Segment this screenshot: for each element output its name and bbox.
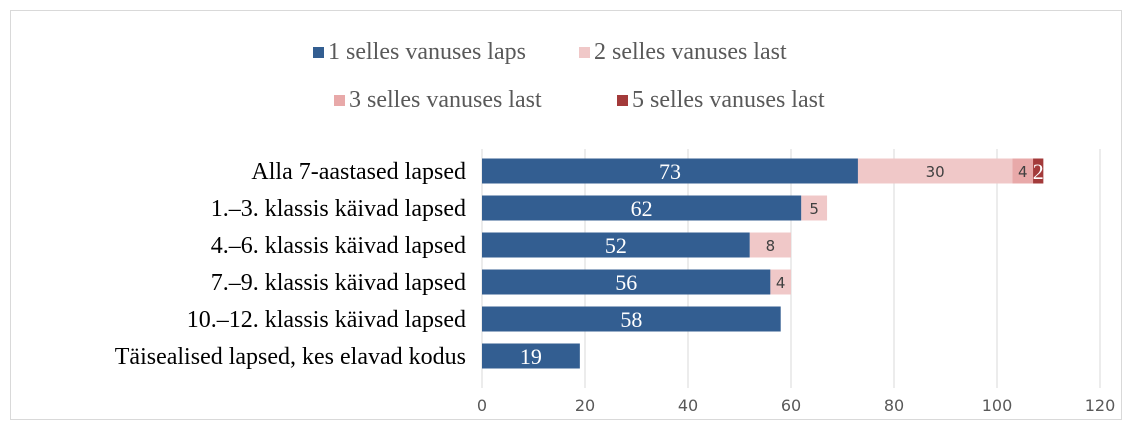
legend-label: 1 selles vanuses laps xyxy=(328,39,526,65)
legend-item: 1 selles vanuses laps xyxy=(313,39,526,65)
bars xyxy=(482,158,1044,369)
legend-label: 3 selles vanuses last xyxy=(349,87,542,113)
data-label: 19 xyxy=(520,344,542,369)
category-labels: Alla 7-aastased lapsed 1.–3. klassis käiv… xyxy=(115,159,466,370)
legend-swatch xyxy=(334,95,345,106)
legend-label: 2 selles vanuses last xyxy=(594,39,787,65)
x-tick-label: 60 xyxy=(781,396,801,415)
data-label: 8 xyxy=(766,237,776,255)
category-label: Alla 7-aastased lapsed xyxy=(251,159,466,185)
data-label: 52 xyxy=(605,233,627,258)
x-tick-label: 0 xyxy=(477,396,487,415)
data-label: 58 xyxy=(620,307,642,332)
data-label: 5 xyxy=(809,200,819,218)
legend: 1 selles vanuses laps 2 selles vanuses la… xyxy=(313,39,825,113)
bar-segment xyxy=(770,269,791,295)
legend-swatch xyxy=(617,95,628,106)
x-tick-label: 40 xyxy=(678,396,698,415)
data-label: 73 xyxy=(659,159,681,184)
bar-segment xyxy=(482,306,781,332)
bar-segment xyxy=(482,158,858,184)
x-tick-label: 100 xyxy=(982,396,1013,415)
category-label: 1.–3. klassis käivad lapsed xyxy=(211,196,466,222)
legend-item: 5 selles vanuses last xyxy=(617,87,825,113)
stacked-bar-chart: 1 selles vanuses laps 2 selles vanuses la… xyxy=(115,39,1116,415)
bar-segment xyxy=(482,195,802,221)
gridlines xyxy=(481,149,1101,388)
category-label: Täisealised lapsed, kes elavad kodus xyxy=(115,344,466,370)
x-tick-label: 120 xyxy=(1085,396,1116,415)
data-label: 30 xyxy=(926,163,945,181)
data-label: 56 xyxy=(615,270,637,295)
bar-segment xyxy=(749,232,791,258)
bar-segment xyxy=(857,158,1013,184)
x-tick-label: 20 xyxy=(575,396,595,415)
bar-segment xyxy=(1012,158,1034,184)
legend-item: 2 selles vanuses last xyxy=(579,39,787,65)
bar-segment xyxy=(1033,158,1044,184)
data-label: 4 xyxy=(776,274,786,292)
bar-segment xyxy=(482,232,750,258)
chart-container: 1 selles vanuses laps 2 selles vanuses la… xyxy=(10,10,1122,420)
x-tick-labels: 0 20 40 60 80 100 120 xyxy=(477,396,1115,415)
x-tick-label: 80 xyxy=(884,396,904,415)
legend-label: 5 selles vanuses last xyxy=(632,87,825,113)
data-label: 62 xyxy=(631,196,653,221)
bar-segment xyxy=(801,195,828,221)
legend-swatch xyxy=(579,47,590,58)
legend-item: 3 selles vanuses last xyxy=(334,87,542,113)
category-label: 10.–12. klassis käivad lapsed xyxy=(187,307,466,333)
category-label: 4.–6. klassis käivad lapsed xyxy=(211,233,466,259)
data-label: 4 xyxy=(1018,163,1028,181)
data-label: 2 xyxy=(1033,159,1044,184)
bar-segment xyxy=(482,343,580,369)
bar-segment xyxy=(482,269,771,295)
category-label: 7.–9. klassis käivad lapsed xyxy=(211,270,466,296)
legend-swatch xyxy=(313,47,324,58)
